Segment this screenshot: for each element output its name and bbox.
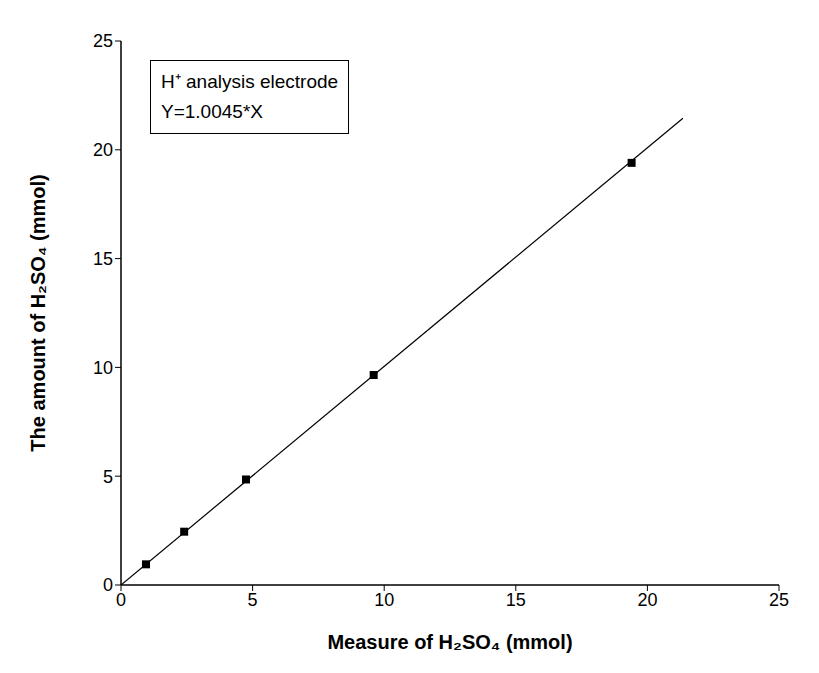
svg-text:The amount of H₂SO₄ (mmol): The amount of H₂SO₄ (mmol): [27, 174, 49, 451]
svg-text:20: 20: [93, 140, 113, 160]
html-text:Y=1.0045*X: Y=1.0045*X: [161, 101, 263, 122]
svg-text:5: 5: [103, 467, 113, 487]
html-text:H⁺ analysis electrode: H⁺ analysis electrode: [161, 71, 339, 92]
svg-text:20: 20: [637, 590, 657, 610]
svg-text:0: 0: [116, 590, 126, 610]
svg-text:15: 15: [93, 249, 113, 269]
svg-text:15: 15: [506, 590, 526, 610]
svg-text:25: 25: [93, 31, 113, 51]
svg-text:0: 0: [103, 575, 113, 595]
svg-text:10: 10: [374, 590, 394, 610]
svg-text:25: 25: [769, 590, 789, 610]
svg-text:5: 5: [248, 590, 258, 610]
svg-text:10: 10: [93, 358, 113, 378]
svg-text:Measure of H₂SO₄ (mmol): Measure of H₂SO₄ (mmol): [327, 631, 572, 653]
